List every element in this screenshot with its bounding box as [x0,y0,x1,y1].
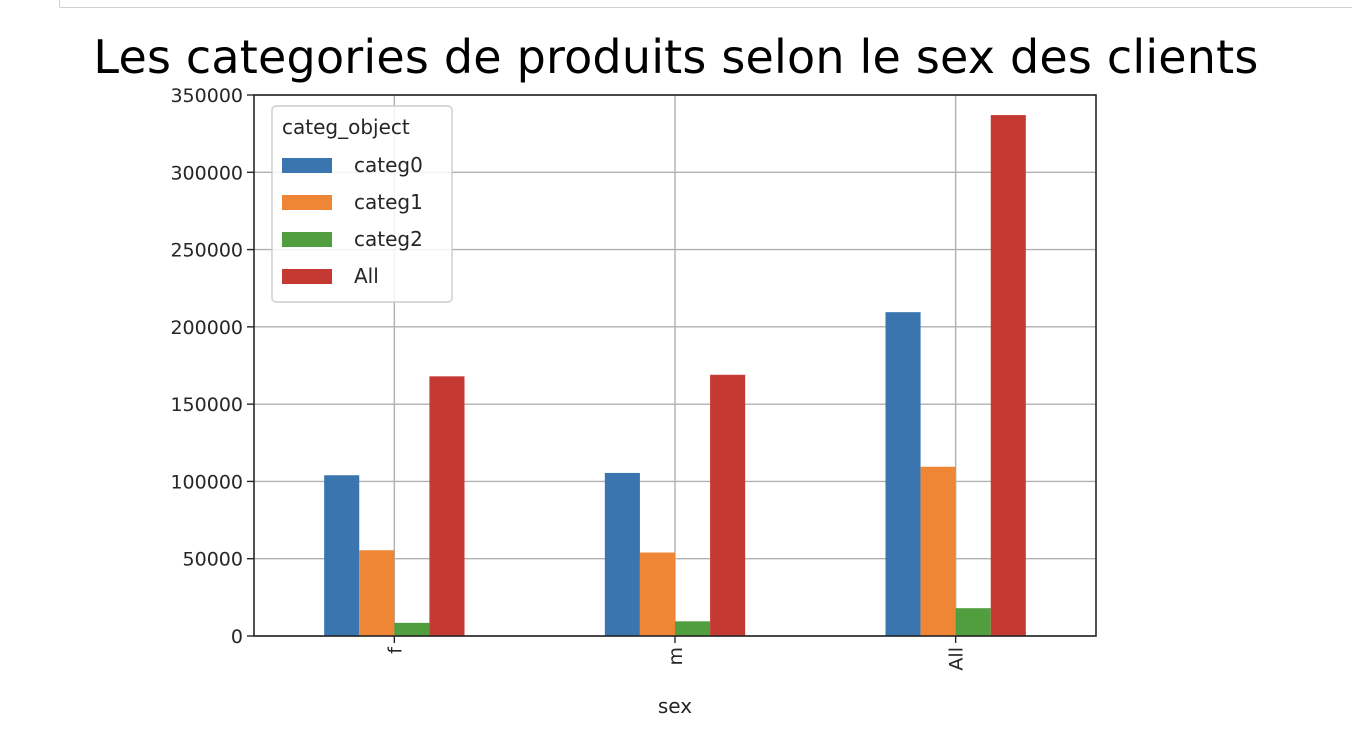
x-tick-label: f [384,646,406,654]
bar-categ0-f [324,475,360,636]
bar-All-m [710,374,746,636]
x-tick-label: All [946,647,968,671]
notebook-cell-border [59,0,1352,8]
legend-label-All: All [354,264,379,288]
bar-categ1-All [920,466,956,636]
legend-swatch-categ0 [282,158,332,173]
legend-box [271,105,453,303]
bar-categ0-All [885,312,921,636]
y-tick-label: 200000 [170,317,243,339]
x-axis-label: sex [658,694,692,718]
bar-categ2-All [955,608,991,636]
y-tick-label: 150000 [170,394,243,416]
bar-categ2-f [394,622,430,636]
chart-title: Les categories de produits selon le sex … [93,30,1259,84]
y-axis: 0 50000 100000 150000 200000 250000 300000 3500… [170,85,254,648]
bar-categ1-f [359,550,395,636]
bar-categ0-m [604,472,640,636]
bar-All-f [429,376,465,636]
y-tick-label: 100000 [170,471,243,493]
bar-All-All [990,115,1026,636]
legend-swatch-categ1 [282,195,332,210]
bar-categ2-m [675,621,711,636]
legend-swatch-categ2 [282,232,332,247]
legend-swatch-All [282,269,332,284]
bar-categ1-m [639,552,675,636]
y-tick-label: 250000 [170,240,243,262]
y-tick-label: 0 [231,626,243,648]
legend-label-categ0: categ0 [354,153,423,177]
legend: categ_object categ0 categ1 categ2 All [271,105,453,303]
y-tick-label: 300000 [170,162,243,184]
y-tick-label: 350000 [170,85,243,107]
legend-label-categ1: categ1 [354,190,423,214]
y-tick-label: 50000 [183,549,243,571]
legend-title: categ_object [282,115,410,139]
x-axis: f m All [384,636,968,671]
x-tick-label: m [665,647,687,666]
legend-label-categ2: categ2 [354,227,423,251]
bars [324,115,1026,636]
